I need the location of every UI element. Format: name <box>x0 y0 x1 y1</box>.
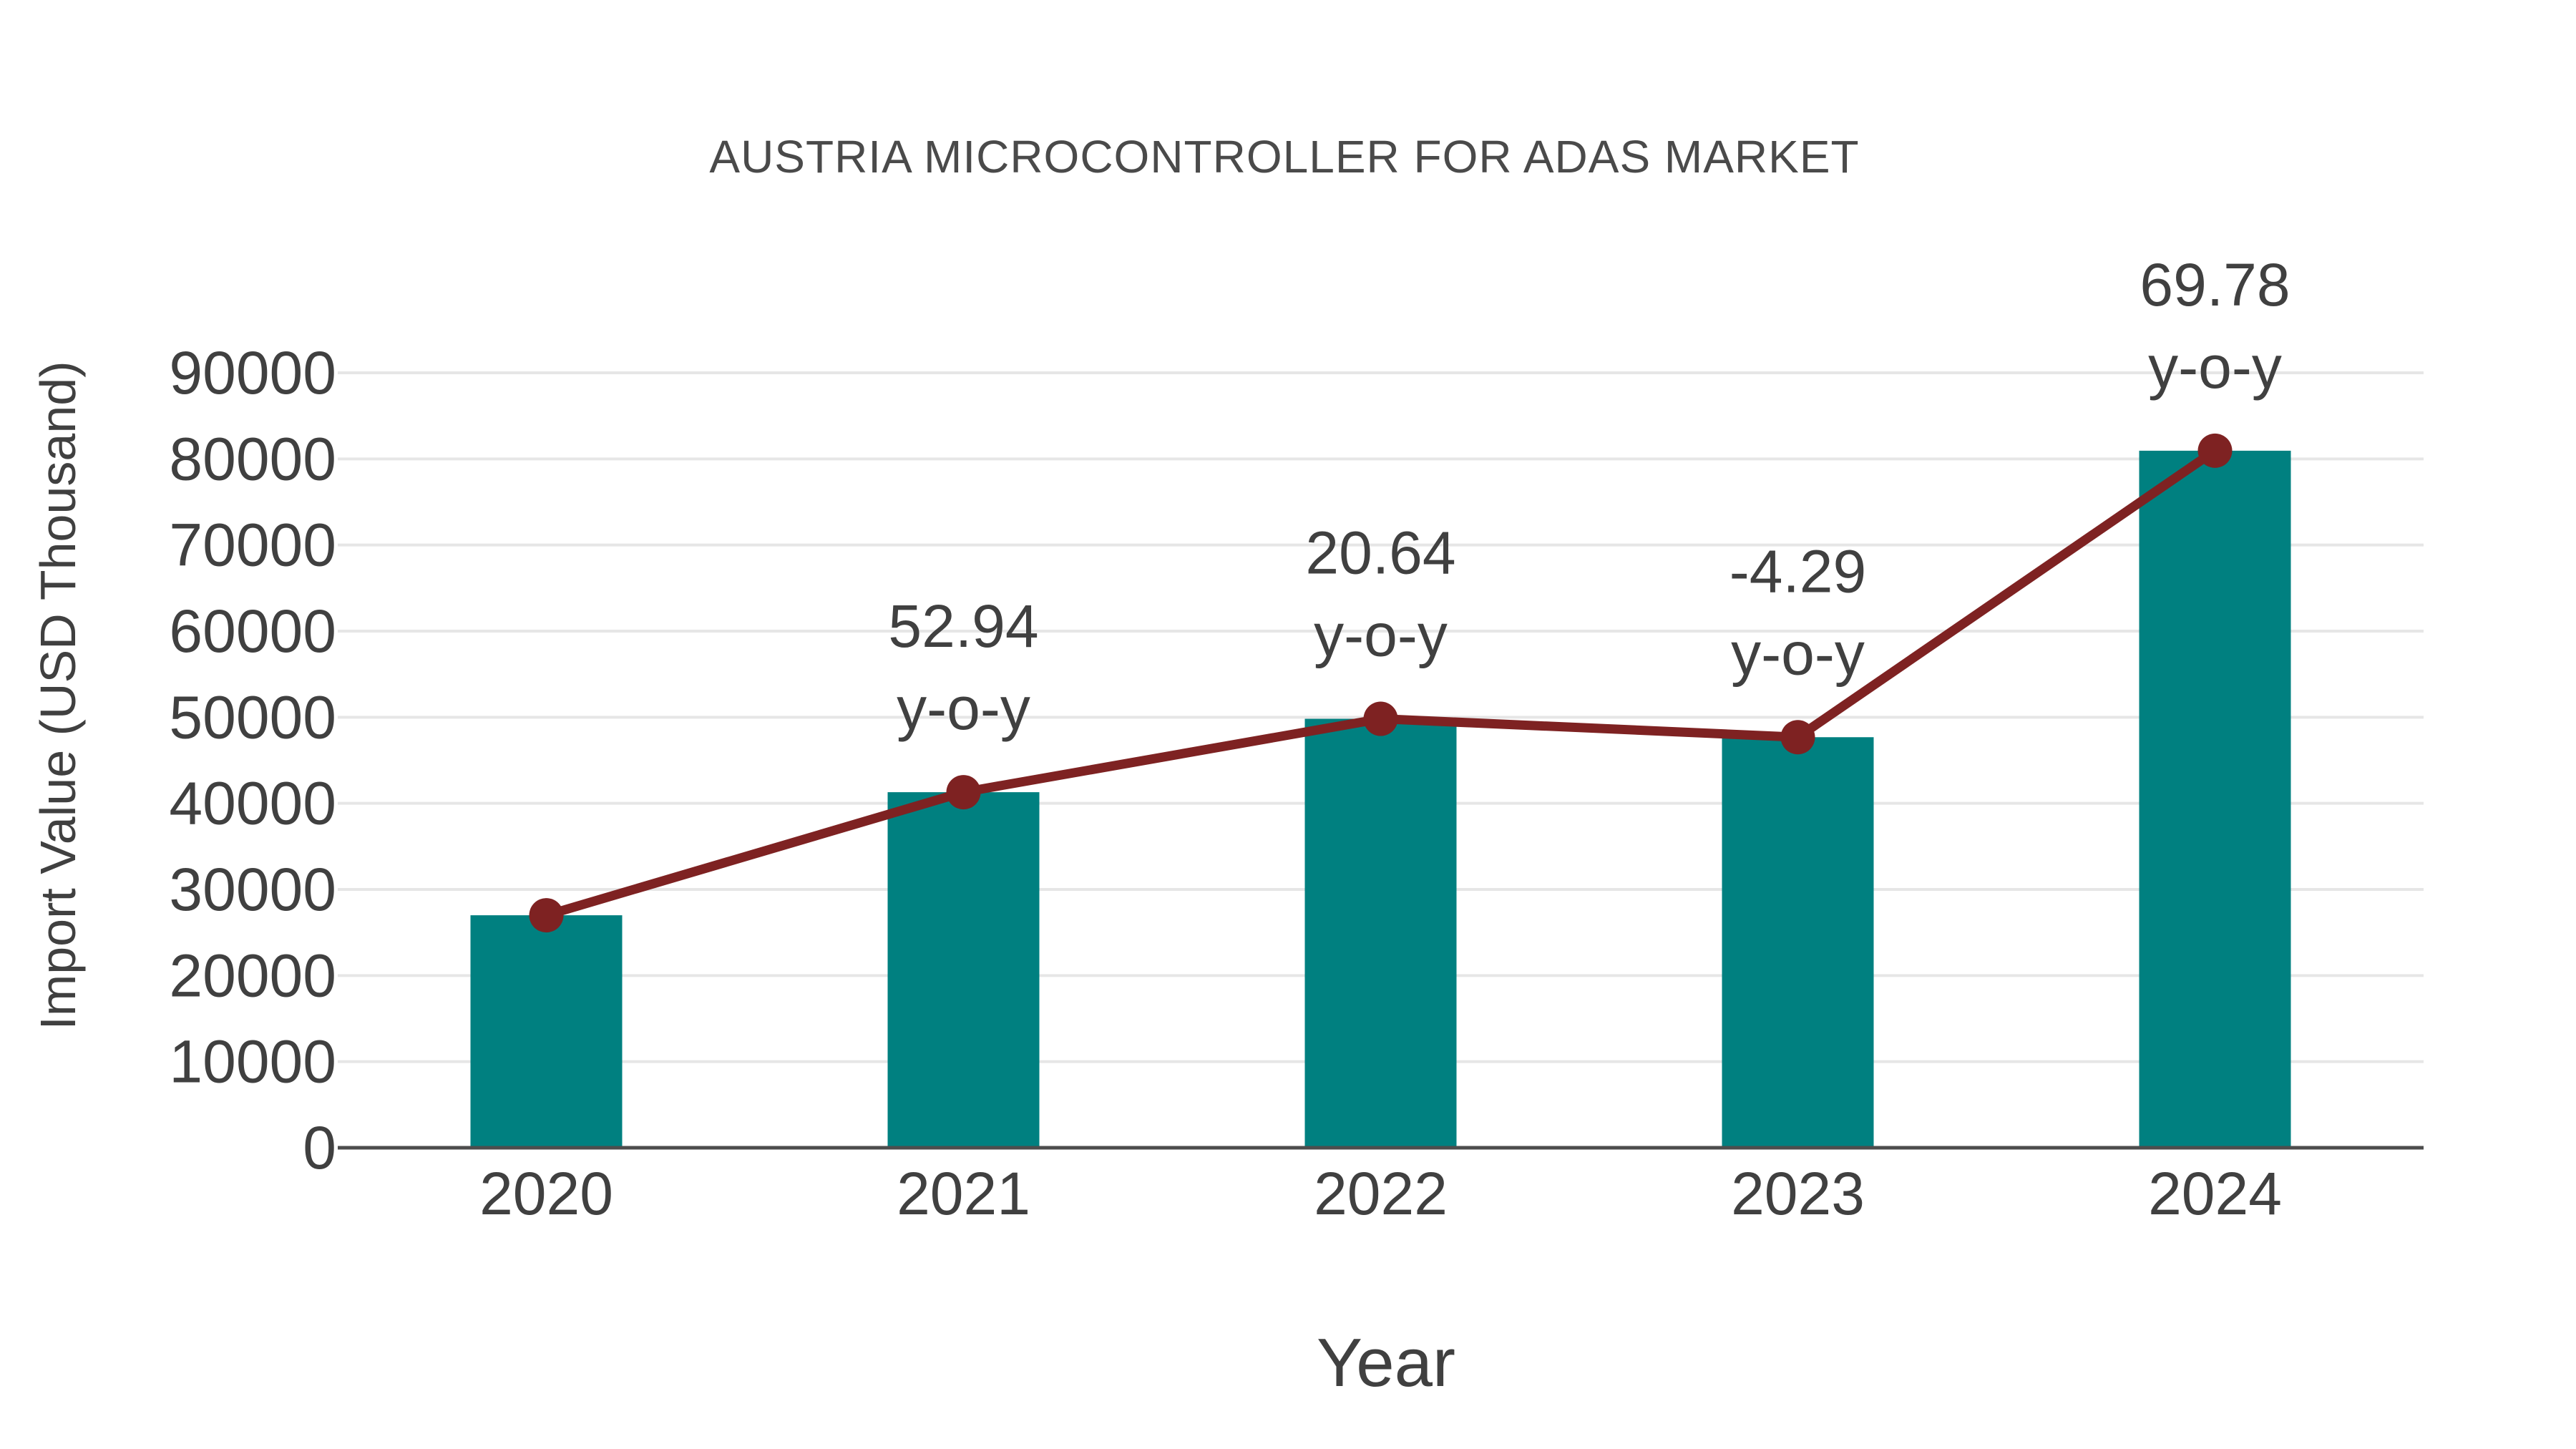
annotation-suffix: y-o-y <box>1731 620 1865 687</box>
bar <box>470 915 623 1148</box>
y-tick-label: 0 <box>303 1114 336 1181</box>
data-point-marker <box>1363 701 1398 736</box>
annotation-suffix: y-o-y <box>2148 333 2282 401</box>
x-tick-label: 2020 <box>479 1160 613 1227</box>
bar <box>2139 450 2291 1148</box>
annotation-value: 69.78 <box>2140 251 2290 318</box>
y-tick-label: 10000 <box>169 1028 336 1096</box>
annotation-suffix: y-o-y <box>897 675 1030 742</box>
bar <box>1304 718 1457 1148</box>
annotation-suffix: y-o-y <box>1314 602 1448 669</box>
y-tick-label: 80000 <box>169 425 336 492</box>
y-tick-label: 30000 <box>169 856 336 923</box>
y-tick-label: 90000 <box>169 339 336 406</box>
chart-title: AUSTRIA MICROCONTROLLER FOR ADAS MARKET <box>709 131 1860 182</box>
x-tick-label: 2021 <box>897 1160 1030 1227</box>
annotation-value: 20.64 <box>1305 519 1455 587</box>
annotation-value: 52.94 <box>888 592 1038 660</box>
bar <box>1722 737 1874 1148</box>
annotation-value: -4.29 <box>1729 537 1866 605</box>
data-point-marker <box>2197 433 2233 468</box>
y-tick-label: 20000 <box>169 942 336 1009</box>
y-tick-label: 70000 <box>169 512 336 579</box>
data-point-marker <box>946 775 981 810</box>
y-tick-label: 60000 <box>169 597 336 665</box>
data-point-marker <box>529 898 564 933</box>
bar <box>887 792 1040 1148</box>
data-point-marker <box>1780 720 1815 755</box>
x-axis-title: Year <box>1317 1324 1455 1401</box>
y-tick-label: 50000 <box>169 683 336 751</box>
y-tick-label: 40000 <box>169 770 336 837</box>
x-tick-label: 2022 <box>1314 1160 1448 1227</box>
x-tick-label: 2024 <box>2148 1160 2282 1227</box>
y-axis-title: Import Value (USD Thousand) <box>30 361 86 1030</box>
x-tick-label: 2023 <box>1731 1160 1865 1227</box>
